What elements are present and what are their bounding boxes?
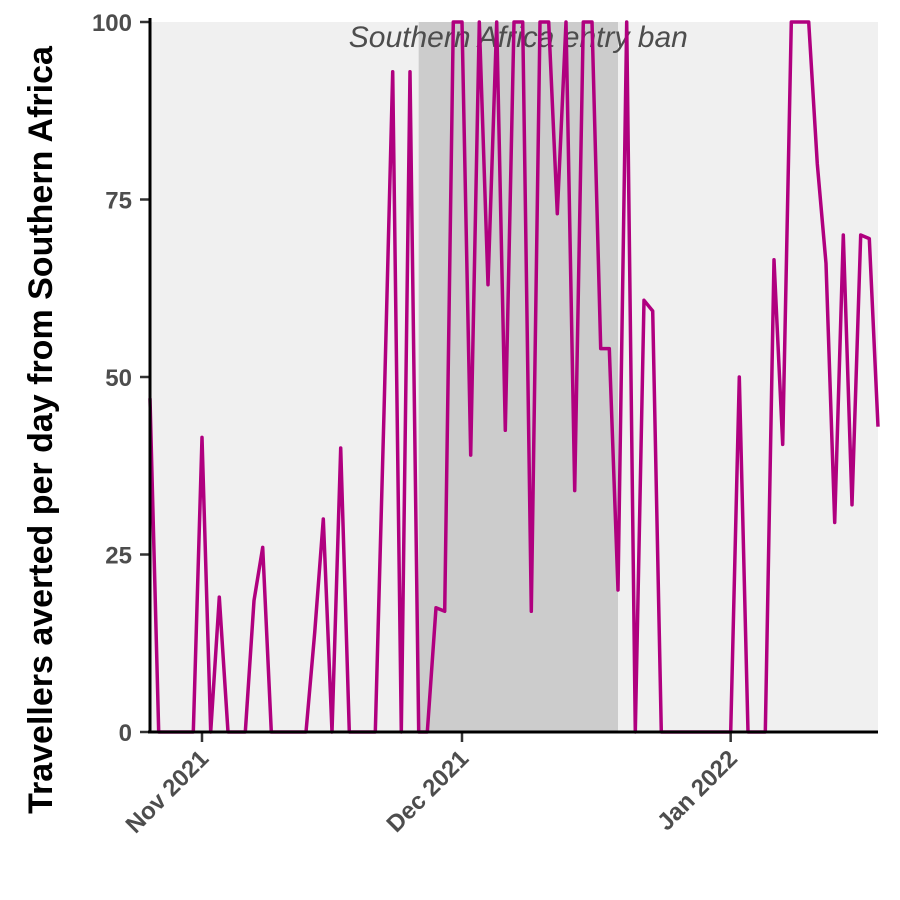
y-axis-title: Travellers averted per day from Southern…: [22, 45, 60, 814]
y-tick-label: 50: [105, 365, 132, 392]
y-tick-label: 0: [119, 720, 132, 747]
x-tick-label: Dec 2021: [382, 745, 475, 838]
y-tick-label: 75: [105, 188, 132, 215]
x-tick-label: Nov 2021: [121, 745, 215, 839]
y-tick-label: 25: [105, 543, 132, 570]
y-tick-label: 100: [92, 10, 132, 37]
x-tick-label: Jan 2022: [652, 745, 743, 836]
entry-ban-annotation: Southern Africa entry ban: [349, 21, 688, 54]
y-axis-ticks: 0 25 50 75 100: [92, 10, 150, 747]
x-axis-ticks: Nov 2021 Dec 2021 Jan 2022: [121, 732, 743, 839]
